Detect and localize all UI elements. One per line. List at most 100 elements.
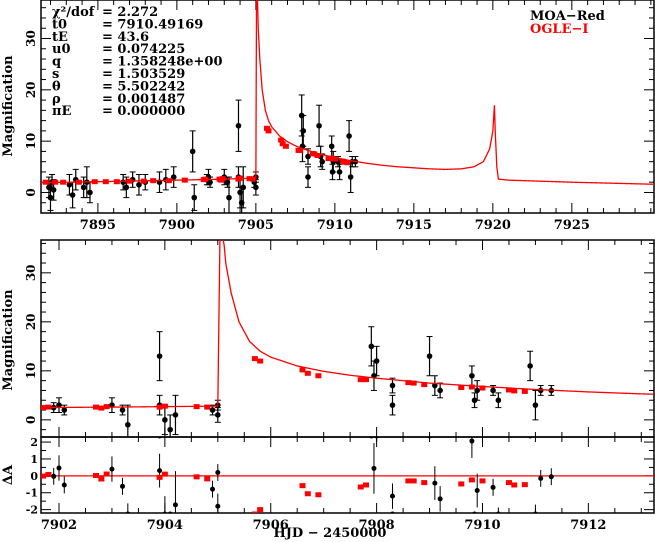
moa-data-point [495,397,502,404]
moa-data-point [300,128,307,134]
ogle-data-point [325,156,332,162]
param-value: = 0.001487 [102,92,185,107]
y-axis-label-residual: ΔA [1,464,16,485]
ogle-residual-point [156,474,163,480]
ogle-residual-point [458,481,465,487]
ogle-residual-point [251,511,258,513]
moa-data-point [469,372,475,379]
param-label: θ [52,79,61,94]
moa-residual-point [125,511,131,513]
moa-residual-point [527,437,533,439]
moa-residual-point [548,474,554,480]
moa-data-point [389,382,396,389]
y-tick-label: 10 [24,133,38,150]
ogle-residual-point [315,492,322,498]
moa-data-point [207,179,213,186]
moa-data-point [346,133,352,139]
x-tick-label: 7900 [159,218,195,233]
x-tick-label: 7906 [253,518,289,533]
ogle-data-point [363,377,370,383]
x-tick-label: 7920 [475,218,511,233]
panel-frame [40,436,655,514]
legend-moa: MOA−Red [530,9,605,24]
ogle-residual-point [93,473,100,479]
ogle-residual-point [505,480,512,486]
ogle-residual-point [257,507,264,513]
moa-residual-point [490,484,496,490]
moa-data-point [235,122,242,129]
moa-data-point [336,169,343,175]
y-tick-label: 0 [24,188,38,196]
ogle-data-point [297,147,304,153]
ogle-data-point [314,153,321,159]
x-axis-label: HJD − 2450000 [274,526,387,541]
param-label: q [52,55,61,70]
moa-data-point [527,363,533,369]
moa-data-point [490,387,496,394]
moa-data-point [172,412,179,418]
x-tick-label: 7910 [464,518,500,533]
moa-residual-point [215,469,221,475]
x-tick-label: 7908 [359,518,395,533]
ogle-residual-point [511,482,518,488]
moa-residual-point [157,468,163,474]
ogle-data-point [98,405,105,411]
ogle-residual-point [103,471,110,477]
ogle-data-point [421,382,428,388]
moa-residual-point [538,475,544,481]
moa-data-point [167,426,173,433]
param-value: = 0.000000 [102,104,185,119]
moa-residual-point [496,511,501,513]
ogle-residual-point [410,478,417,484]
moa-residual-point [533,511,538,513]
moa-data-point [47,194,54,201]
model-curve [41,240,653,409]
param-label: tE [52,30,68,45]
moa-data-point [170,174,177,180]
moa-residual-point [61,482,67,488]
ogle-data-point [299,367,306,373]
moa-data-point [136,181,142,188]
ogle-residual-point [521,482,528,488]
model-curve [41,0,654,185]
moa-data-point [532,402,539,408]
y-tick-label: -1 [26,487,38,500]
moa-residual-point [56,465,62,471]
y-tick-label: 2 [30,436,38,449]
param-value: = 1.503529 [102,67,185,82]
x-tick-label: 7904 [147,518,183,533]
moa-residual-point [51,473,57,479]
param-value: = 5.502242 [102,79,185,94]
moa-data-point [316,122,322,129]
moa-residual-point [369,437,374,439]
moa-data-point [426,353,433,359]
param-label: u0 [52,42,71,57]
residual-panel: 7902 7904 7906 7908 7910 7912 -2 -1 0 1 2 [26,436,655,533]
moa-residual-point [210,486,216,492]
moa-residual-point [390,511,395,513]
moa-data-point [215,412,221,418]
moa-data-point [437,387,443,394]
ogle-residual-point [357,484,364,490]
moa-data-point [474,387,480,394]
ogle-data-point [410,380,417,386]
ogle-data-point [257,358,264,364]
ogle-data-point [282,143,289,149]
top-panel: 7895 7900 7905 7910 7915 7920 7925 0 10 20 30 [24,0,655,233]
ogle-data-point [279,141,286,147]
moa-data-point [123,184,130,191]
ogle-data-point [505,387,512,393]
y-tick-label: 20 [24,313,38,330]
x-tick-label: 7902 [41,518,77,533]
moa-residual-point [437,496,443,502]
x-tick-label: 7905 [238,218,274,233]
y-tick-label: 30 [24,264,38,281]
ogle-data-point [315,373,322,379]
moa-data-point [56,402,62,408]
moa-residual-point [172,502,178,508]
moa-data-point [61,407,68,413]
ogle-data-point [357,377,364,383]
ogle-data-point [468,384,475,390]
moa-residual-point [432,480,438,486]
